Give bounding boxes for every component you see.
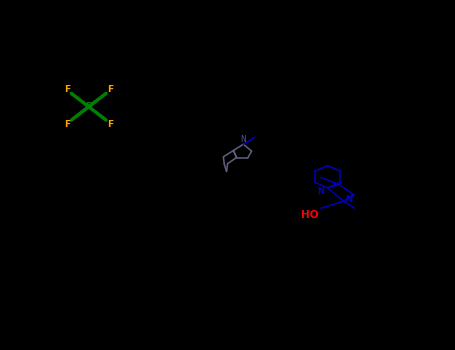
Text: HO: HO (301, 210, 318, 220)
Text: N: N (241, 135, 246, 144)
Text: B: B (85, 102, 92, 111)
Text: F: F (64, 120, 70, 129)
Text: F: F (107, 120, 114, 129)
Text: F: F (107, 85, 114, 94)
Text: F: F (64, 85, 70, 94)
Text: N: N (345, 195, 353, 204)
Text: N: N (317, 187, 324, 196)
